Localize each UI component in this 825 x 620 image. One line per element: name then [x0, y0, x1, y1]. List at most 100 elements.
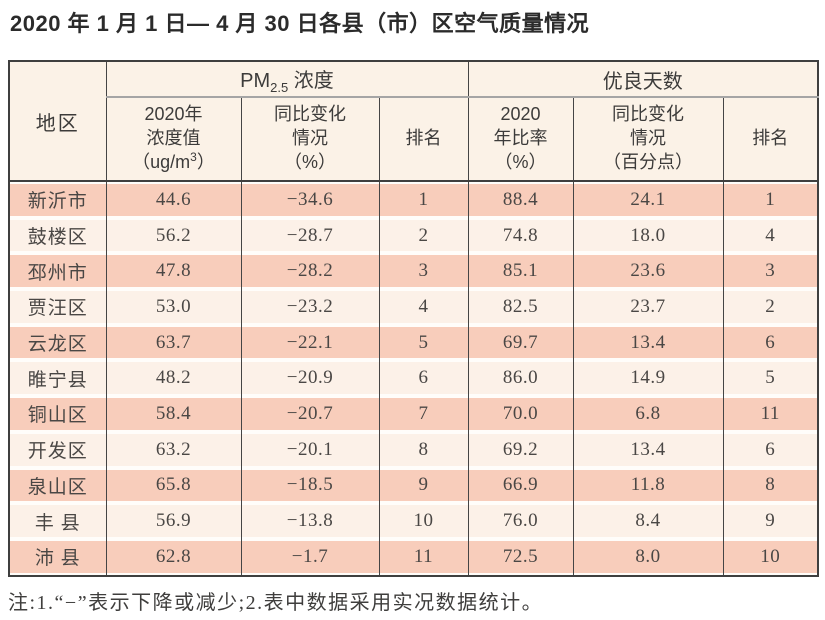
table-row: 泉山区 65.8 −18.5 9 66.9 11.8 8 — [9, 467, 818, 504]
ratio-value-cell: 70.0 — [467, 396, 573, 432]
col-header-ratio-change: 同比变化 情况 （百分点） — [572, 97, 723, 182]
table-row: 睢宁县 48.2 −20.9 6 86.0 14.9 5 — [9, 360, 818, 397]
table-row: 开发区 63.2 −20.1 8 69.2 13.4 6 — [9, 431, 818, 468]
pm-change-cell: −20.1 — [240, 431, 379, 468]
pm-label: PM — [240, 69, 271, 92]
ratio-value-cell: 69.2 — [467, 431, 573, 468]
ratio-value-cell: 76.0 — [467, 503, 573, 539]
pm-rank-cell: 8 — [378, 431, 468, 468]
pm-change-cell: −18.5 — [240, 467, 379, 504]
table-header: 地区 PM2.5 浓度 优良天数 2020年 浓度值 （ug/m3） 同比变化 … — [9, 61, 818, 182]
pm-rank-cell: 2 — [378, 217, 468, 254]
ratio-rank-cell: 2 — [722, 289, 818, 325]
pm-rank-cell: 6 — [378, 360, 468, 397]
table-row: 贾汪区 53.0 −23.2 4 82.5 23.7 2 — [9, 289, 818, 325]
ratio-value-cell: 66.9 — [467, 467, 573, 504]
pm-rank-cell: 4 — [378, 289, 468, 325]
ratio-change-cell: 6.8 — [572, 396, 723, 432]
ratio-value-cell: 74.8 — [467, 217, 573, 254]
pm-change-cell: −13.8 — [240, 503, 379, 539]
pm-change-cell: −28.7 — [240, 217, 379, 254]
group-header-pm25: PM2.5 浓度 — [105, 61, 468, 98]
footnote: 注:1.“−”表示下降或减少;2.表中数据采用实况数据统计。 — [8, 592, 544, 614]
table-row: 丰 县 56.9 −13.8 10 76.0 8.4 9 — [9, 503, 818, 539]
region-cell: 开发区 — [9, 431, 106, 468]
group-header-good-days: 优良天数 — [467, 61, 818, 98]
pm-rank-cell: 1 — [378, 181, 468, 218]
pm-rank-cell: 10 — [378, 503, 468, 539]
region-cell: 丰 县 — [9, 503, 106, 539]
ratio-change-cell: 13.4 — [572, 324, 723, 361]
ratio-rank-cell: 6 — [722, 324, 818, 361]
group-header-row: 地区 PM2.5 浓度 优良天数 — [9, 61, 818, 182]
ratio-change-cell: 8.0 — [572, 538, 723, 576]
ratio-value-cell: 85.1 — [467, 253, 573, 290]
pm-value-cell: 63.2 — [105, 431, 241, 468]
ratio-rank-cell: 9 — [722, 503, 818, 539]
region-cell: 鼓楼区 — [9, 217, 106, 254]
unit-close: ） — [196, 152, 215, 173]
ratio-rank-cell: 11 — [722, 396, 818, 432]
pm-change-cell: −20.7 — [240, 396, 379, 432]
ratio-rank-cell: 4 — [722, 217, 818, 254]
ratio-value-cell: 72.5 — [467, 538, 573, 576]
pm-change-cell: −28.2 — [240, 253, 379, 290]
region-cell: 沛 县 — [9, 538, 106, 576]
table-row: 邳州市 47.8 −28.2 3 85.1 23.6 3 — [9, 253, 818, 290]
ratio-change-cell: 11.8 — [572, 467, 723, 504]
pm-rank-cell: 5 — [378, 324, 468, 361]
ratio-rank-cell: 10 — [722, 538, 818, 576]
region-cell: 铜山区 — [9, 396, 106, 432]
pm-value-cell: 62.8 — [105, 538, 241, 576]
pm-value-cell: 63.7 — [105, 324, 241, 361]
ratio-value-cell: 88.4 — [467, 181, 573, 218]
pm-change-cell: −23.2 — [240, 289, 379, 325]
ratio-rank-cell: 5 — [722, 360, 818, 397]
table-row: 云龙区 63.7 −22.1 5 69.7 13.4 6 — [9, 324, 818, 361]
pm-suffix: 浓度 — [288, 69, 334, 92]
region-cell: 云龙区 — [9, 324, 106, 361]
concentration-line2: 浓度值 — [146, 127, 201, 148]
pm-value-cell: 58.4 — [105, 396, 241, 432]
col-header-ratio: 2020 年比率 （%） — [467, 97, 573, 182]
col-header-region: 地区 — [9, 61, 106, 182]
pm-change-cell: −34.6 — [240, 181, 379, 218]
pm-subscript: 2.5 — [270, 79, 289, 95]
ratio-change-cell: 23.7 — [572, 289, 723, 325]
pm-rank-cell: 7 — [378, 396, 468, 432]
pm-value-cell: 56.9 — [105, 503, 241, 539]
table-row: 铜山区 58.4 −20.7 7 70.0 6.8 11 — [9, 396, 818, 432]
table-row: 新沂市 44.6 −34.6 1 88.4 24.1 1 — [9, 181, 818, 218]
region-cell: 邳州市 — [9, 253, 106, 290]
region-cell: 贾汪区 — [9, 289, 106, 325]
pm-value-cell: 53.0 — [105, 289, 241, 325]
pm-value-cell: 48.2 — [105, 360, 241, 397]
concentration-line1: 2020年 — [144, 103, 203, 124]
ratio-value-cell: 86.0 — [467, 360, 573, 397]
ratio-change-cell: 8.4 — [572, 503, 723, 539]
pm-value-cell: 65.8 — [105, 467, 241, 504]
ratio-rank-cell: 8 — [722, 467, 818, 504]
pm-value-cell: 56.2 — [105, 217, 241, 254]
air-quality-table: 地区 PM2.5 浓度 优良天数 2020年 浓度值 （ug/m3） 同比变化 … — [8, 60, 819, 577]
pm-change-cell: −22.1 — [240, 324, 379, 361]
sub-header-row: 2020年 浓度值 （ug/m3） 同比变化 情况 （%） 排名 2020 年比… — [9, 97, 818, 182]
ratio-rank-cell: 1 — [722, 181, 818, 218]
unit-superscript: 3 — [190, 150, 197, 165]
ratio-change-cell: 18.0 — [572, 217, 723, 254]
ratio-rank-cell: 6 — [722, 431, 818, 468]
table-body: 新沂市 44.6 −34.6 1 88.4 24.1 1 鼓楼区 56.2 −2… — [9, 181, 818, 576]
ratio-change-cell: 13.4 — [572, 431, 723, 468]
pm-change-cell: −1.7 — [240, 538, 379, 576]
pm-value-cell: 44.6 — [105, 181, 241, 218]
pm-rank-cell: 11 — [378, 538, 468, 576]
ratio-change-cell: 14.9 — [572, 360, 723, 397]
pm-rank-cell: 3 — [378, 253, 468, 290]
col-header-pm-change: 同比变化 情况 （%） — [240, 97, 379, 182]
unit-open: （ug/m — [132, 152, 191, 173]
pm-change-cell: −20.9 — [240, 360, 379, 397]
table-row: 鼓楼区 56.2 −28.7 2 74.8 18.0 4 — [9, 217, 818, 254]
region-cell: 新沂市 — [9, 181, 106, 218]
ratio-value-cell: 82.5 — [467, 289, 573, 325]
table-row: 沛 县 62.8 −1.7 11 72.5 8.0 10 — [9, 538, 818, 576]
